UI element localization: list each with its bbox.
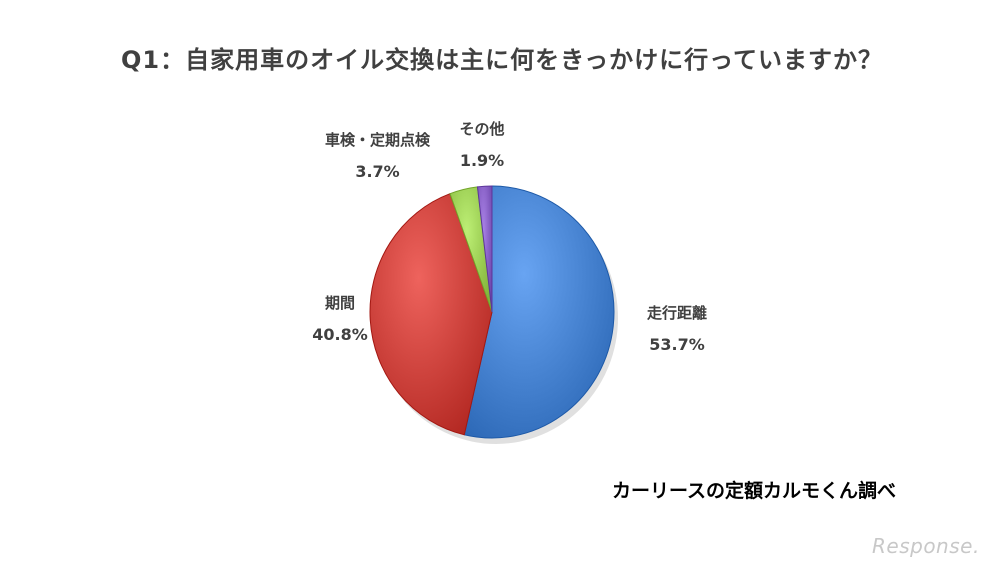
pie-slice-other [476,185,493,313]
source-note: カーリースの定額カルモくん調べ [612,480,897,502]
slice-label-name: 期間 [324,294,355,312]
slice-label-other: その他 1.9% [446,122,518,169]
slice-label-name: その他 [459,120,505,138]
pie-slice-distance [463,185,615,439]
chart-title: Q1：自家用車のオイル交換は主に何をきっかけに行っていますか？ [121,46,883,74]
slice-label-value: 3.7% [355,162,400,181]
pie-slices [369,185,618,444]
brand-logo: Response. [872,534,980,558]
slice-label-inspection: 車検・定期点検 3.7% [305,133,450,180]
slice-label-name: 走行距離 [646,304,707,322]
pie-slice-period [369,193,493,436]
slice-label-value: 1.9% [459,151,505,170]
slice-label-distance: 走行距離 53.7% [622,306,732,353]
slice-label-value: 53.7% [649,335,705,354]
slice-label-period: 期間 40.8% [300,296,380,343]
slice-label-value: 40.8% [312,325,368,344]
slice-label-name: 車検・定期点検 [324,131,430,149]
